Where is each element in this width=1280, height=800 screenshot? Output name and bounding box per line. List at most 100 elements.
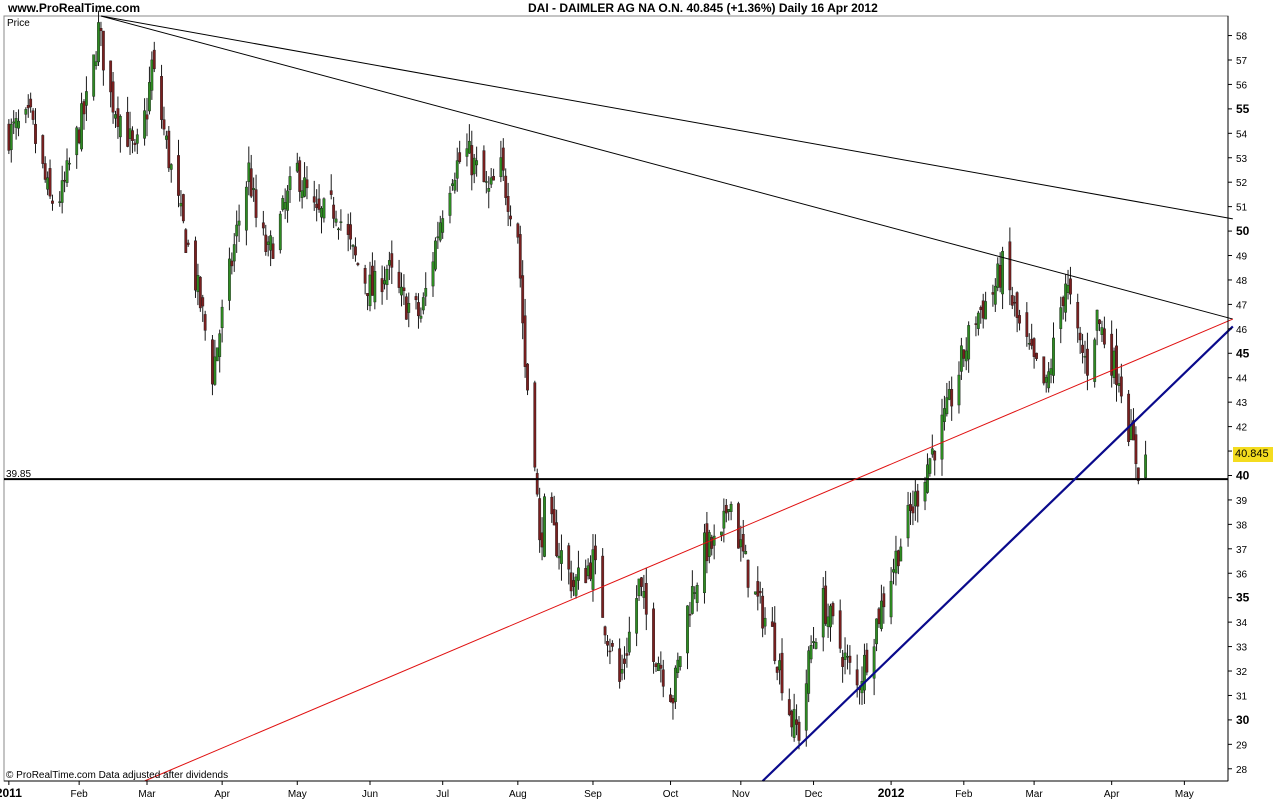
candle-body <box>1115 345 1118 385</box>
candle-body <box>385 268 389 286</box>
y-tick-label: 44 <box>1236 374 1248 385</box>
candle-body <box>1042 356 1046 384</box>
candle-body <box>492 176 495 181</box>
candle-body <box>1144 454 1147 478</box>
candle-body <box>254 189 258 218</box>
candle-body <box>1049 368 1053 375</box>
candle-body <box>164 135 168 140</box>
candle-body <box>109 60 113 93</box>
y-tick-label: 36 <box>1236 569 1248 580</box>
y-tick-label: 47 <box>1236 300 1248 311</box>
candle-body <box>99 28 103 31</box>
candle-body <box>872 646 876 679</box>
candle-body <box>572 580 575 587</box>
candle-body <box>574 576 578 596</box>
candle-body <box>213 356 217 385</box>
candle-body <box>843 652 847 660</box>
candle-body <box>686 605 689 654</box>
candle-body <box>1025 312 1029 337</box>
candle-body <box>586 565 590 577</box>
candle-body <box>981 300 985 319</box>
candle-body <box>795 719 798 725</box>
candle-body <box>118 116 122 138</box>
y-tick-label: 30 <box>1236 713 1250 727</box>
candle-body <box>848 655 852 663</box>
candle-body <box>1044 377 1048 383</box>
candle-body <box>516 223 520 238</box>
candle-body <box>143 110 146 139</box>
candle-body <box>637 578 641 597</box>
candle-body <box>162 119 166 130</box>
candle-body <box>909 504 912 511</box>
trend-line-3 <box>761 325 1234 782</box>
candle-body <box>727 509 731 512</box>
candle-body <box>312 196 316 203</box>
candle-body <box>41 135 45 164</box>
candle-body <box>693 592 697 594</box>
candle-body <box>673 667 677 702</box>
candle-body <box>320 208 323 218</box>
candle-body <box>606 640 609 646</box>
candle-body <box>984 301 988 320</box>
candle-body <box>792 709 796 738</box>
candle-body <box>569 572 573 592</box>
candle-body <box>184 229 188 253</box>
candle-body <box>773 622 777 661</box>
candle-body <box>232 244 236 262</box>
candle-body <box>458 152 462 162</box>
trend-line-0 <box>100 15 1233 220</box>
candle-body <box>741 534 745 552</box>
y-axis: 2829303132333435363738394041424344454647… <box>1227 16 1250 781</box>
candle-body <box>349 224 352 240</box>
candle-body <box>465 148 469 157</box>
candle-body <box>506 196 510 212</box>
candle-body <box>68 162 71 165</box>
candle-body <box>169 164 173 170</box>
candle-body <box>557 555 561 559</box>
candle-body <box>329 190 333 195</box>
y-tick-label: 56 <box>1236 80 1248 91</box>
candle-body <box>63 179 66 182</box>
candle-body <box>424 288 428 297</box>
candle-body <box>1018 315 1021 324</box>
candle-body <box>763 617 767 627</box>
candle-body <box>1112 350 1116 378</box>
candle-body <box>610 643 614 647</box>
candle-body <box>1100 327 1104 335</box>
candle-body <box>526 363 529 391</box>
candle-body <box>642 591 646 598</box>
site-label[interactable]: www.ProRealTime.com <box>8 1 141 15</box>
candle-body <box>390 253 394 268</box>
candle-body <box>1102 328 1106 345</box>
candle-body <box>913 491 917 507</box>
candle-body <box>286 190 289 211</box>
candle-body <box>92 54 96 97</box>
y-tick-label: 31 <box>1236 691 1248 702</box>
candle-body <box>618 648 622 682</box>
candle-body <box>278 213 282 251</box>
candle-body <box>1119 376 1123 397</box>
candle-body <box>838 610 842 649</box>
candle-body <box>1081 344 1084 353</box>
candle-body <box>198 276 202 309</box>
y-tick-label: 42 <box>1236 423 1248 434</box>
candle-body <box>543 496 546 557</box>
candle-body <box>640 577 643 587</box>
candle-body <box>947 389 951 400</box>
y-tick-label: 28 <box>1236 765 1248 776</box>
candle-body <box>712 535 716 546</box>
candle-body <box>34 123 37 144</box>
candle-body <box>540 532 544 548</box>
candle-body <box>790 710 794 728</box>
candle-body <box>31 110 35 120</box>
candle-body <box>196 275 200 293</box>
candle-body <box>148 82 151 112</box>
candle-body <box>627 631 631 653</box>
candle-body <box>203 314 207 331</box>
candle-body <box>894 550 898 574</box>
candle-body <box>441 218 445 233</box>
candle-body <box>678 656 682 667</box>
candle-body <box>928 458 932 474</box>
candle-body <box>351 244 355 247</box>
x-tick-label: Mar <box>138 789 156 800</box>
